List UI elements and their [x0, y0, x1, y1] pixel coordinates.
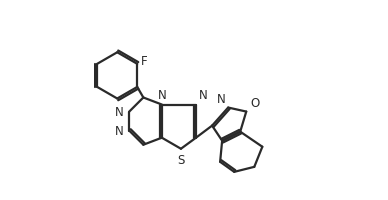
Text: N: N — [115, 106, 124, 118]
Text: N: N — [199, 88, 208, 101]
Text: S: S — [177, 154, 185, 167]
Text: O: O — [250, 96, 259, 109]
Text: N: N — [115, 125, 124, 137]
Text: F: F — [142, 57, 149, 70]
Text: N: N — [158, 88, 166, 101]
Text: F: F — [141, 55, 148, 68]
Text: N: N — [217, 93, 225, 106]
